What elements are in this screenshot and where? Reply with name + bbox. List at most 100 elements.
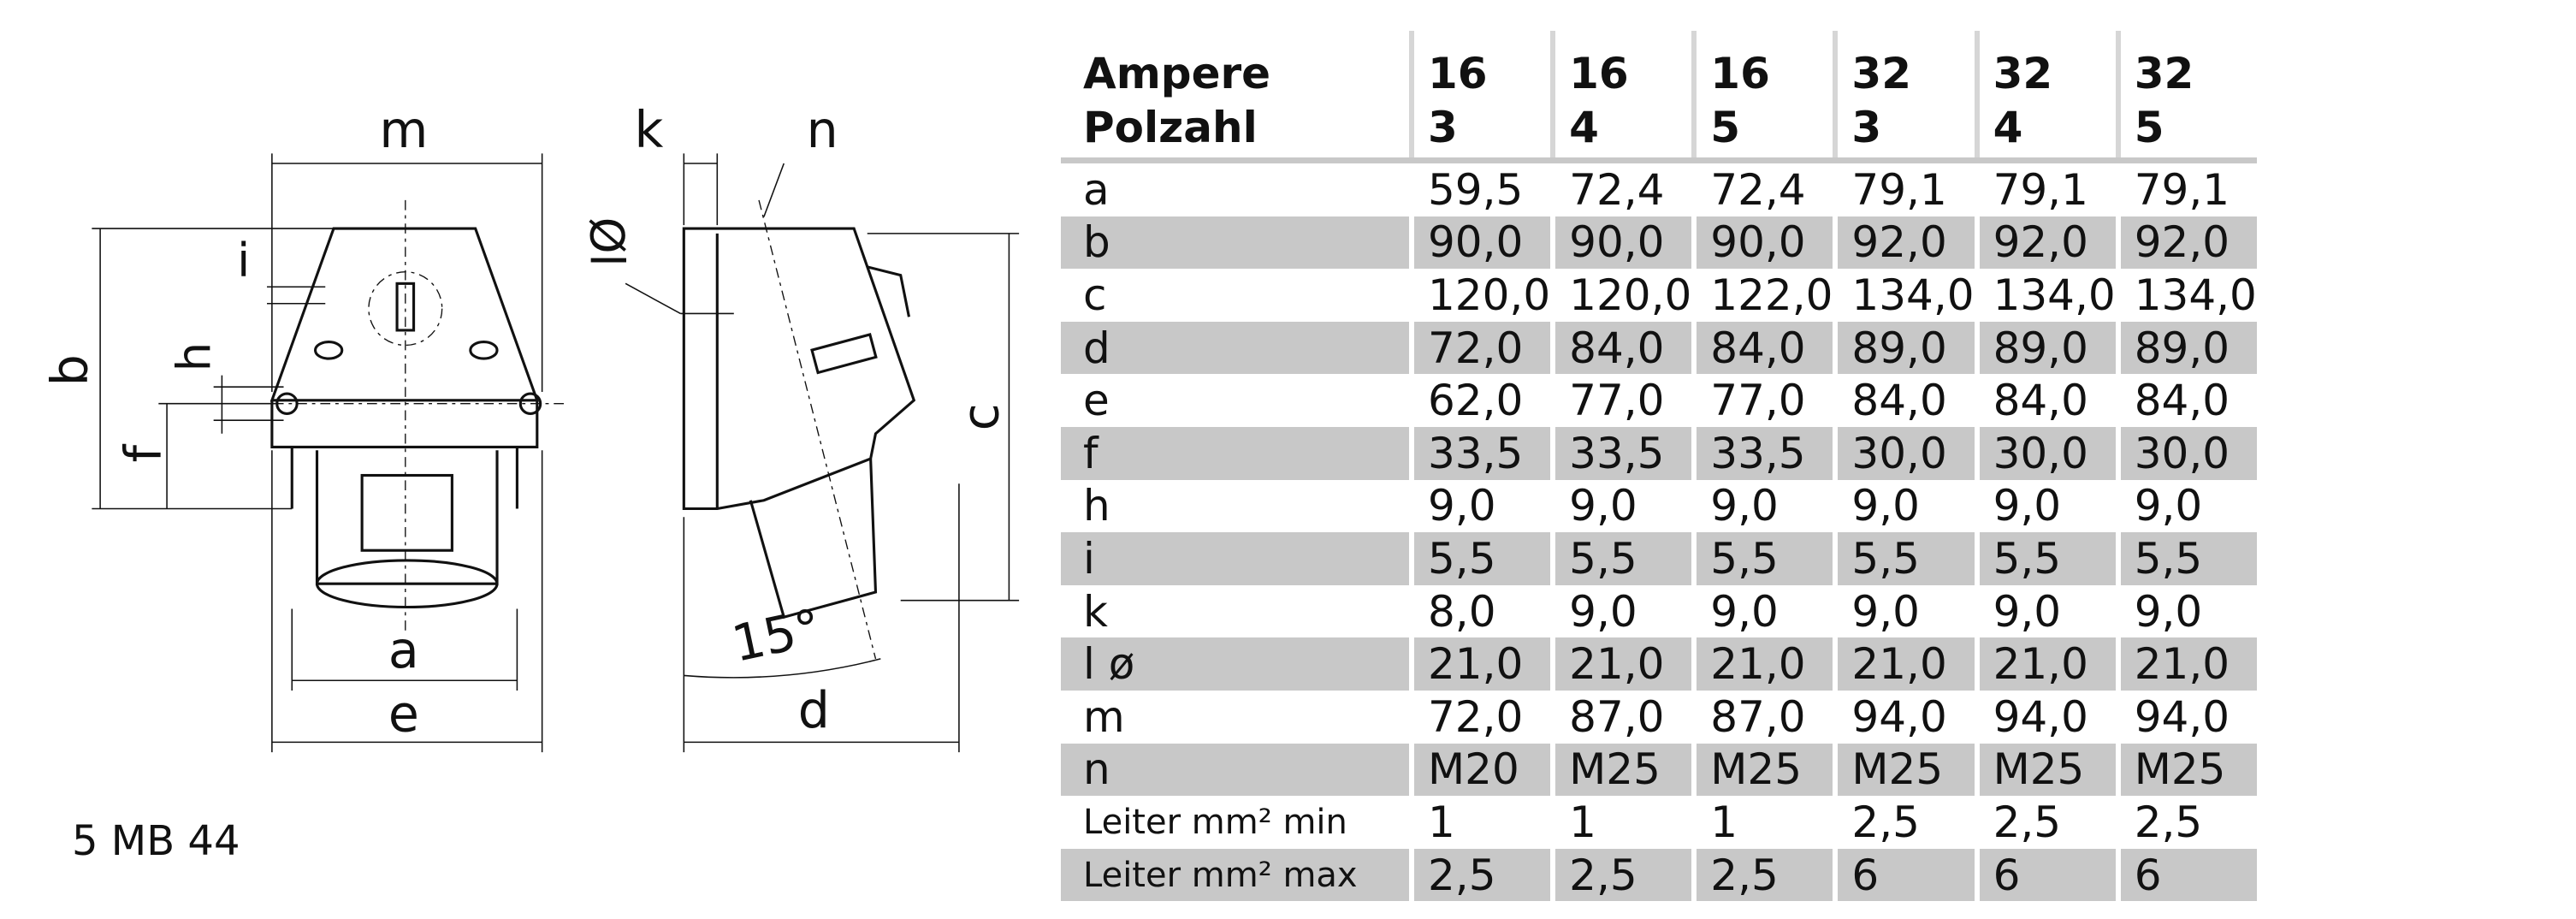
dim-d xyxy=(683,483,960,753)
cell: 84,0 xyxy=(1974,374,2118,427)
center-line xyxy=(250,199,567,634)
dim-label: n xyxy=(807,101,838,159)
cell: 30,0 xyxy=(1833,426,1977,480)
table-row: k 8,0 9,0 9,0 9,0 9,0 9,0 xyxy=(1061,584,2257,638)
row-label: c xyxy=(1083,270,1107,320)
cell: 30,0 xyxy=(1974,426,2118,480)
cell: 30,0 xyxy=(2115,426,2257,480)
flange xyxy=(290,447,518,509)
cell: 89,0 xyxy=(1833,321,1977,375)
header-cell: Ampere Polzahl xyxy=(1061,31,1412,163)
row-label: i xyxy=(1061,532,1412,585)
dim-f xyxy=(158,402,275,509)
cell: 9,0 xyxy=(1691,584,1836,638)
cell: 92,0 xyxy=(1974,216,2118,270)
header-cell: 32 4 xyxy=(1974,31,2118,163)
table-row: e 62,0 77,0 77,0 84,0 84,0 84,0 xyxy=(1061,374,2257,427)
cell: 1 xyxy=(1550,796,1695,849)
cell: 33,5 xyxy=(1408,426,1554,480)
cell: 8,0 xyxy=(1408,584,1554,638)
row-label: d xyxy=(1061,321,1412,375)
cell: M25 xyxy=(1691,743,1836,797)
cell: 5,5 xyxy=(2115,532,2257,585)
dim-label: m xyxy=(379,101,428,159)
cell: 5,5 xyxy=(1550,532,1695,585)
cell: 21,0 xyxy=(1833,637,1977,691)
cell: 72,4 xyxy=(1691,160,1836,216)
cell: 87,0 xyxy=(1550,690,1695,744)
cell: 1 xyxy=(1408,796,1554,849)
dim-b xyxy=(92,228,334,510)
cell: M20 xyxy=(1408,743,1554,797)
cell: 134,0 xyxy=(1974,269,2118,322)
dim-label: f xyxy=(115,443,173,462)
cell: M25 xyxy=(1550,743,1695,797)
cell: 9,0 xyxy=(1550,479,1695,533)
table-row: n M20 M25 M25 M25 M25 M25 xyxy=(1061,743,2257,797)
cell: 21,0 xyxy=(1974,637,2118,691)
cell: 94,0 xyxy=(1833,690,1977,744)
ampere: 16 xyxy=(1710,49,1770,98)
cell: 5,5 xyxy=(1833,532,1977,585)
cell: 92,0 xyxy=(2115,216,2257,270)
dim-label: 15° xyxy=(727,598,826,673)
cell: 77,0 xyxy=(1550,374,1695,427)
cell: 9,0 xyxy=(2115,584,2257,638)
cell: 92,0 xyxy=(1833,216,1977,270)
dim-m xyxy=(271,153,543,393)
cell: 87,0 xyxy=(1691,690,1836,744)
table-row: l ø 21,0 21,0 21,0 21,0 21,0 21,0 xyxy=(1061,637,2257,691)
side-latch xyxy=(810,333,878,375)
cell: 2,5 xyxy=(1550,848,1695,902)
cell: 2,5 xyxy=(1691,848,1836,902)
side-socket xyxy=(749,458,878,620)
dimension-table: Ampere Polzahl 16 3 16 4 16 5 32 3 32 4 32 5 a 59,5 72,4… xyxy=(1061,31,2257,902)
cell: 122,0 xyxy=(1691,269,1836,322)
cell: 79,1 xyxy=(1833,160,1977,216)
dim-label: b xyxy=(41,354,99,386)
cable-slot xyxy=(395,282,416,332)
dim-label: a xyxy=(388,621,419,679)
dim-e xyxy=(271,450,543,753)
ampere: 32 xyxy=(2134,49,2194,98)
cell: 2,5 xyxy=(1833,796,1977,849)
dim-angle xyxy=(684,658,881,679)
ampere: 16 xyxy=(1428,49,1488,98)
side-axis xyxy=(758,199,877,660)
row-label: n xyxy=(1061,743,1412,797)
cell: 9,0 xyxy=(1974,584,2118,638)
cell: 79,1 xyxy=(1974,160,2118,216)
header-cell: 16 3 xyxy=(1408,31,1554,163)
table-row: Leiter mm² min 1 1 1 2,5 2,5 2,5 xyxy=(1061,796,2257,849)
cell: 33,5 xyxy=(1691,426,1836,480)
polzahl: 3 xyxy=(1428,102,1458,152)
header-cell: 32 3 xyxy=(1833,31,1977,163)
cell: 5,5 xyxy=(1408,532,1554,585)
dim-diameter xyxy=(625,282,734,315)
polzahl: 5 xyxy=(1710,102,1741,152)
polzahl: 4 xyxy=(1569,102,1599,152)
row-label: h xyxy=(1083,481,1110,531)
cell: 94,0 xyxy=(2115,690,2257,744)
cell: 9,0 xyxy=(1691,479,1836,533)
row-label: k xyxy=(1083,586,1108,637)
table-row: h 9,0 9,0 9,0 9,0 9,0 9,0 xyxy=(1061,479,2257,533)
table-row: b 90,0 90,0 90,0 92,0 92,0 92,0 xyxy=(1061,216,2257,270)
header-cell: 32 5 xyxy=(2115,31,2257,163)
header-row: Ampere Polzahl 16 3 16 4 16 5 32 3 32 4 32 5 xyxy=(1061,31,2257,163)
cell: 84,0 xyxy=(1550,321,1695,375)
polzahl: 3 xyxy=(1851,102,1882,152)
table-row: c 120,0 120,0 122,0 134,0 134,0 134,0 xyxy=(1061,269,2257,322)
cell: 72,0 xyxy=(1408,690,1554,744)
cell: 9,0 xyxy=(2115,479,2257,533)
socket-cap xyxy=(360,473,453,552)
dim-label: e xyxy=(388,685,419,743)
ampere: 32 xyxy=(1993,49,2053,98)
dim-n xyxy=(763,163,785,217)
polzahl: 5 xyxy=(2134,102,2164,152)
cell: 62,0 xyxy=(1408,374,1554,427)
screw xyxy=(469,341,499,360)
dim-label: k xyxy=(634,101,663,159)
polzahl: 4 xyxy=(1993,102,2023,152)
